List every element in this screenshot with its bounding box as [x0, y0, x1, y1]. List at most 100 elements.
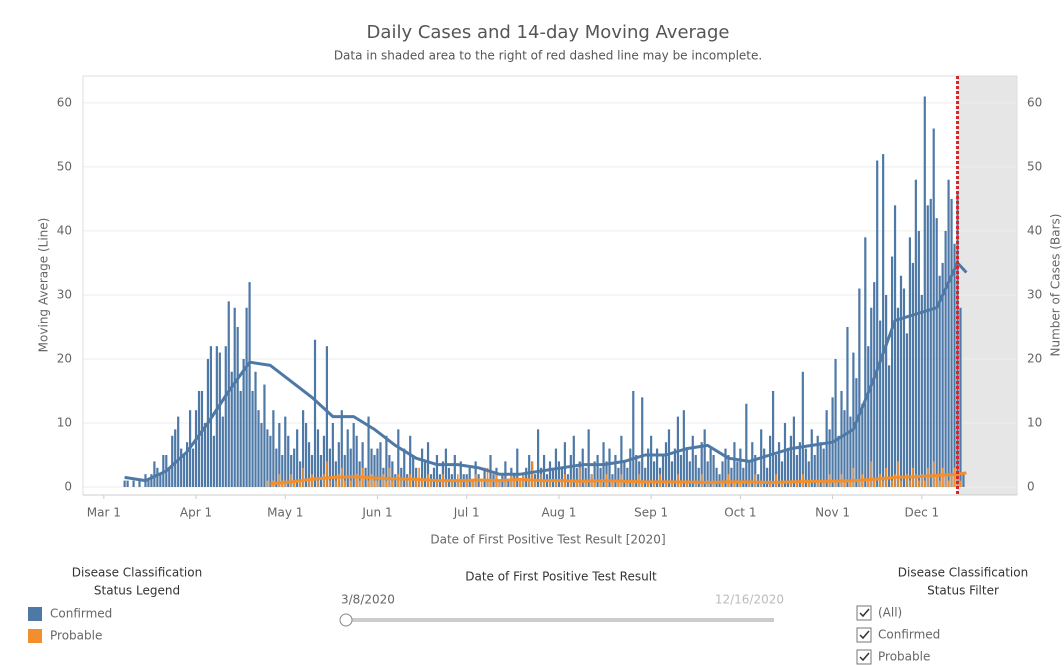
bar: [950, 474, 953, 487]
bar: [906, 474, 908, 487]
bar: [581, 448, 584, 487]
y2-tick-label: 10: [1027, 415, 1042, 429]
bar: [373, 480, 376, 487]
bar: [203, 422, 207, 487]
bar: [911, 262, 914, 487]
slider-handle[interactable]: [339, 613, 353, 627]
bar: [894, 474, 896, 487]
filter-title: Status Filter: [927, 584, 999, 598]
filter-option[interactable]: Probable: [878, 650, 930, 664]
bar: [671, 480, 673, 487]
bar: [531, 461, 533, 487]
bar: [596, 454, 599, 487]
checkbox[interactable]: [856, 627, 872, 643]
y2-tick-label: 20: [1027, 351, 1042, 365]
bar: [435, 454, 439, 487]
filter-option[interactable]: (All): [878, 606, 902, 620]
bar: [644, 467, 647, 487]
x-tick-label: Sep 1: [634, 506, 668, 520]
bar: [893, 205, 897, 487]
bar: [275, 448, 278, 487]
bar: [641, 397, 644, 487]
bar: [328, 448, 331, 487]
bar: [307, 442, 311, 487]
bar: [938, 480, 941, 487]
bar: [730, 467, 733, 487]
bar: [236, 326, 239, 487]
bar: [394, 474, 397, 487]
bar: [775, 474, 777, 487]
bar: [451, 480, 453, 487]
bar: [843, 480, 846, 487]
bar: [570, 480, 572, 487]
bar: [769, 435, 772, 487]
bar: [338, 474, 340, 487]
bar: [325, 346, 329, 487]
bar: [626, 467, 629, 487]
bar: [959, 307, 962, 487]
checkbox[interactable]: [856, 649, 872, 665]
bar: [679, 454, 682, 487]
y-tick-label: 30: [57, 287, 72, 301]
bar: [138, 480, 141, 487]
bar: [822, 448, 825, 487]
bar: [685, 448, 688, 487]
bar: [519, 480, 522, 487]
plot: [82, 75, 1018, 499]
bar: [575, 480, 578, 487]
bar: [944, 230, 947, 487]
bar: [370, 474, 373, 487]
bar: [790, 480, 792, 487]
bar: [748, 480, 751, 487]
checkbox[interactable]: [856, 605, 872, 621]
bar: [483, 467, 486, 487]
bar: [849, 480, 852, 487]
y-tick-label: 60: [57, 95, 72, 109]
bar: [914, 179, 917, 487]
x-tick-label: May 1: [267, 506, 303, 520]
bar: [917, 230, 920, 487]
bar: [337, 442, 340, 487]
bar: [528, 454, 531, 487]
bar: [593, 480, 596, 487]
bar: [218, 352, 221, 487]
bar: [584, 480, 587, 487]
bar: [902, 288, 906, 487]
bar: [956, 192, 959, 487]
bar: [299, 461, 302, 487]
bar: [278, 474, 281, 487]
slider-title: Date of First Positive Test Result: [465, 570, 657, 584]
bar: [926, 205, 929, 487]
bar: [941, 467, 944, 487]
bar: [783, 422, 787, 487]
bar: [843, 410, 846, 487]
bar: [938, 275, 941, 487]
y2-tick-label: 50: [1027, 159, 1042, 173]
bar: [953, 467, 956, 487]
y2-tick-label: 40: [1027, 223, 1042, 237]
x-tick-label: Dec 1: [904, 506, 939, 520]
bar: [908, 237, 912, 487]
bar: [447, 467, 450, 487]
bar: [721, 461, 724, 487]
bar: [153, 461, 156, 487]
bar: [876, 160, 879, 487]
legend-title: Status Legend: [94, 584, 180, 598]
y-tick-label: 20: [57, 351, 72, 365]
bar: [953, 243, 956, 487]
bar: [670, 461, 674, 487]
bar: [403, 448, 406, 487]
bar: [575, 467, 578, 487]
bar: [897, 461, 899, 487]
bar: [763, 448, 766, 487]
bar: [266, 480, 269, 487]
bar: [194, 410, 198, 487]
filter-option[interactable]: Confirmed: [878, 628, 940, 642]
bar: [816, 480, 819, 487]
bar: [905, 333, 909, 487]
bar: [281, 454, 284, 487]
bar: [156, 467, 159, 487]
bar: [915, 474, 917, 487]
bar: [739, 480, 742, 487]
bar: [680, 480, 682, 487]
